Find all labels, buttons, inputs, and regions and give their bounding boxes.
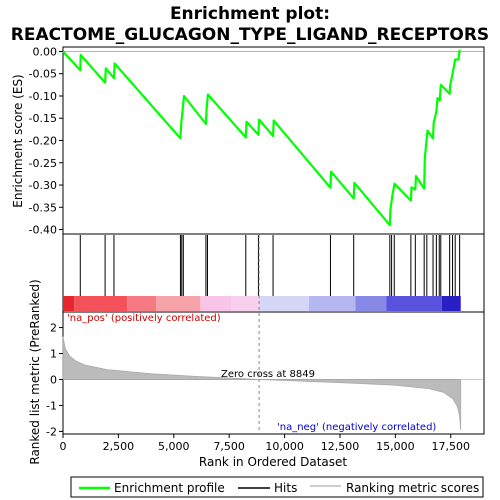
ranking-color-bar [63, 296, 461, 311]
legend-hits-label: Hits [274, 481, 297, 495]
color-bar-segment [308, 296, 356, 311]
color-bar-segment [355, 296, 387, 311]
x-axis-ticks: 0 2,500 5,000 7,500 10,000 12,500 15,000 17,500 [60, 434, 471, 453]
es-axis-ticks: 0.00 -0.05 -0.10 -0.15 -0.20 -0.25 -0.30 -0.35 -… [29, 45, 484, 237]
pos-correlated-label: 'na_pos' (positively correlated) [67, 313, 221, 324]
x-tick-label: 10,000 [265, 440, 304, 453]
metric-y-tick-label: 1 [50, 348, 57, 361]
legend-enrichment-label: Enrichment profile [114, 481, 225, 495]
color-bar-segment [259, 296, 309, 311]
metric-y-tick-label: 0 [50, 373, 57, 386]
color-bar-segment [63, 296, 75, 311]
color-bar-segment [386, 296, 442, 311]
enrichment-profile-line [62, 49, 461, 227]
color-bar-segment [127, 296, 157, 311]
enrichment-profile [62, 49, 461, 227]
color-bar-segment [200, 296, 232, 311]
ranking-metric-fill [62, 336, 462, 431]
color-bar-segment [74, 296, 128, 311]
es-y-tick-label: -0.35 [29, 201, 57, 214]
zero-cross-label: Zero cross at 8849 [221, 369, 315, 380]
x-tick-label: 12,500 [321, 440, 360, 453]
color-bar-segment [231, 296, 260, 311]
metric-y-tick-label: 2 [50, 322, 57, 335]
color-bar-segment [441, 296, 461, 311]
es-y-tick-label: -0.30 [29, 179, 57, 192]
ranking-metric-area [62, 336, 484, 431]
x-axis-label: Rank in Ordered Dataset [199, 455, 347, 469]
es-y-tick-label: -0.05 [29, 68, 57, 81]
es-y-axis-label: Enrichment score (ES) [11, 74, 25, 207]
metric-y-tick-label: -2 [46, 425, 57, 438]
hit-marks [79, 235, 461, 296]
chart-title-line2: REACTOME_GLUCAGON_TYPE_LIGAND_RECEPTORS [11, 25, 489, 45]
x-tick-label: 17,500 [432, 440, 471, 453]
chart-title-line1: Enrichment plot: [170, 4, 330, 24]
neg-correlated-label: 'na_neg' (negatively correlated) [277, 422, 436, 433]
legend-box [70, 476, 484, 498]
x-tick-label: 15,000 [376, 440, 415, 453]
metric-axis-ticks: 2 1 0 -1 -2 [46, 322, 63, 438]
metric-y-axis-label: Ranked list metric (PreRanked) [28, 279, 42, 464]
x-tick-label: 2,500 [103, 440, 135, 453]
es-y-tick-label: -0.15 [29, 112, 57, 125]
es-y-tick-label: 0.00 [33, 45, 58, 58]
legend-metric-label: Ranking metric scores [346, 481, 479, 495]
x-tick-label: 5,000 [158, 440, 190, 453]
metric-y-tick-label: -1 [46, 399, 57, 412]
x-tick-label: 0 [60, 440, 67, 453]
es-y-tick-label: -0.40 [29, 224, 57, 237]
es-y-tick-label: -0.25 [29, 157, 57, 170]
color-bar-segment [156, 296, 201, 311]
x-tick-label: 7,500 [213, 440, 245, 453]
es-y-tick-label: -0.10 [29, 90, 57, 103]
es-y-tick-label: -0.20 [29, 135, 57, 148]
